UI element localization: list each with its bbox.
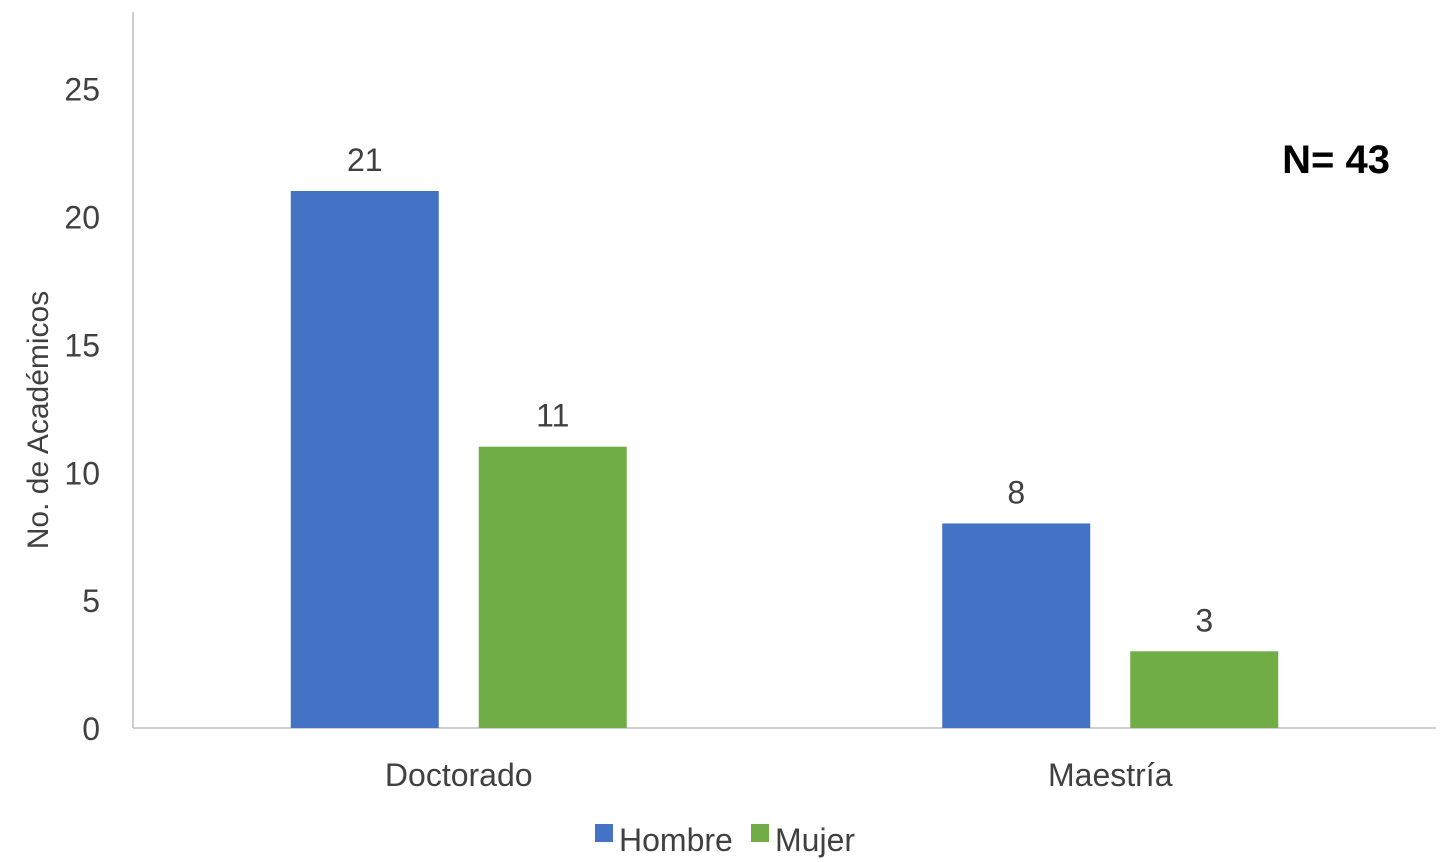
legend: Hombre Mujer xyxy=(595,822,855,858)
data-labels-group: 21 11 8 3 xyxy=(347,142,1213,638)
sample-size-annotation: N= 43 xyxy=(1282,138,1390,182)
data-label: 11 xyxy=(536,398,569,434)
y-axis-ticks: 0 5 10 15 20 25 xyxy=(64,72,100,747)
category-label: Doctorado xyxy=(385,757,533,793)
legend-swatch-mujer xyxy=(751,824,769,842)
bar-hombre-0 xyxy=(290,191,439,728)
y-tick-label: 0 xyxy=(82,711,100,747)
y-tick-label: 10 xyxy=(64,455,100,491)
y-axis-label: No. de Académicos xyxy=(22,291,55,549)
legend-swatch-hombre xyxy=(595,824,613,842)
bars-group xyxy=(290,191,1279,728)
y-tick-label: 5 xyxy=(82,583,100,619)
legend-label-hombre: Hombre xyxy=(619,822,733,858)
category-label: Maestría xyxy=(1048,757,1173,793)
y-tick-label: 20 xyxy=(64,200,100,236)
y-tick-label: 15 xyxy=(64,327,100,363)
bar-mujer-1 xyxy=(1130,651,1279,728)
bar-hombre-1 xyxy=(942,523,1091,728)
y-tick-label: 25 xyxy=(64,72,100,108)
bar-mujer-0 xyxy=(478,446,627,728)
data-label: 3 xyxy=(1195,602,1213,638)
category-labels-group: Doctorado Maestría xyxy=(385,757,1173,793)
data-label: 8 xyxy=(1007,474,1025,510)
legend-label-mujer: Mujer xyxy=(775,822,855,858)
data-label: 21 xyxy=(347,142,383,178)
